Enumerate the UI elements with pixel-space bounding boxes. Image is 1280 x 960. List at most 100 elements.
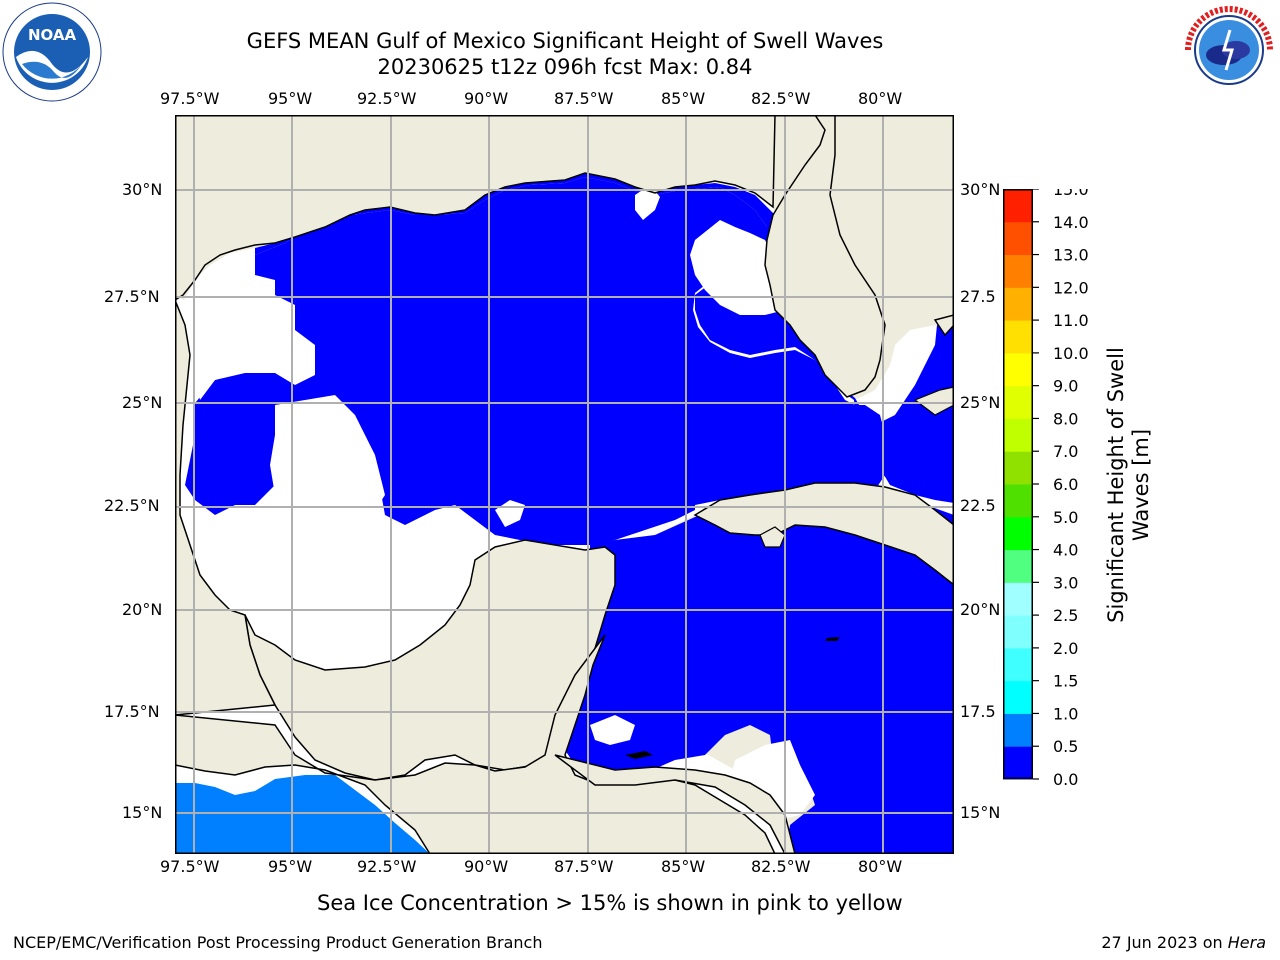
colorbar-segment — [1003, 320, 1033, 354]
colorbar-segment — [1003, 516, 1033, 551]
lon-label-top: 97.5°W — [160, 89, 220, 108]
no-data-west — [185, 280, 295, 400]
lon-label-top: 85°W — [661, 89, 706, 108]
map-subtitle: 20230625 t12z 096h fcst Max: 0.84 — [377, 55, 753, 79]
lon-label-bottom: 97.5°W — [160, 857, 220, 876]
no-data-caribbean-south — [590, 715, 635, 745]
lat-label-right: 27.5 — [960, 287, 996, 306]
lat-label-left: 20°N — [122, 600, 163, 619]
colorbar-segment — [1003, 713, 1033, 747]
colorbar-tick-label: 15.0 — [1053, 189, 1089, 199]
no-data-north-east — [690, 220, 785, 315]
lat-label-left: 30°N — [122, 180, 163, 199]
lat-label-left: 17.5°N — [104, 702, 160, 721]
land-east-edge — [933, 314, 954, 337]
sea-blue-caribbean — [555, 481, 954, 854]
colorbar-tick-label: 6.0 — [1053, 475, 1078, 494]
colorbar-segment — [1003, 680, 1033, 714]
lon-label-top: 92.5°W — [357, 89, 417, 108]
colorbar-tick-label: 5.0 — [1053, 508, 1078, 527]
colorbar-segment — [1003, 221, 1033, 256]
lon-label-bottom: 95°W — [268, 857, 313, 876]
sea-ice-caption: Sea Ice Concentration > 15% is shown in … — [317, 891, 903, 915]
lat-label-right: 15°N — [960, 803, 1001, 822]
colorbar-tick-label: 8.0 — [1053, 409, 1078, 428]
no-data-honduras — [730, 740, 815, 820]
lat-label-left: 27.5°N — [104, 287, 160, 306]
colorbar-segment — [1003, 746, 1033, 780]
colorbar-tick-label: 1.5 — [1053, 672, 1078, 691]
lon-label-bottom: 82.5°W — [751, 857, 811, 876]
colorbar-label-line2: Waves [m] — [1129, 428, 1153, 542]
colorbar-tick-label: 2.5 — [1053, 606, 1078, 625]
colorbar-label-line1: Significant Height of Swell — [1104, 347, 1128, 623]
land-honduras-coast — [554, 754, 796, 854]
no-data-central-west — [270, 395, 385, 513]
colorbar-tick-label: 12.0 — [1053, 278, 1089, 297]
no-data-southwest — [195, 510, 475, 665]
colorbar-tick-label: 14.0 — [1053, 213, 1089, 232]
map-title: GEFS MEAN Gulf of Mexico Significant Hei… — [246, 29, 884, 53]
colorbar-segment — [1003, 647, 1033, 682]
colorbar-tick-label: 2.0 — [1053, 639, 1078, 658]
land-mexico-coast — [175, 299, 277, 716]
sea-mid-swell — [175, 775, 430, 854]
noaa-logo-text: NOAA — [28, 26, 77, 44]
colorbar-tick-label: 7.0 — [1053, 442, 1078, 461]
colorbar-segment — [1003, 385, 1033, 419]
map-frame — [175, 115, 954, 854]
land-yucatan — [244, 539, 616, 781]
footer-date: 27 Jun 2023 on — [1101, 933, 1228, 952]
colorbar-border — [1003, 189, 1033, 779]
lat-label-left: 22.5°N — [104, 496, 160, 515]
footer-right: 27 Jun 2023 on Hera — [1101, 933, 1266, 952]
lat-label-right: 20°N — [960, 600, 1001, 619]
colorbar-tick-label: 4.0 — [1053, 541, 1078, 560]
land-mexico-west — [175, 115, 776, 301]
land-cayman — [825, 637, 840, 641]
graticule — [175, 115, 954, 854]
colorbar-tick-label: 11.0 — [1053, 311, 1089, 330]
colorbar-segment — [1003, 615, 1033, 649]
nws-logo — [1178, 0, 1280, 100]
lat-label-right: 30°N — [960, 180, 1001, 199]
land-isle-youth — [759, 526, 786, 548]
colorbar-tick-label: 3.0 — [1053, 573, 1078, 592]
colorbar: 0.0 0.5 1.0 1.5 2.0 2.5 3.0 4.0 5.0 6.0 7.0 8.0 9.0 1… — [1003, 180, 1133, 789]
lat-label-left: 15°N — [122, 803, 163, 822]
lat-label-left: 25°N — [122, 393, 163, 412]
lon-label-top: 95°W — [268, 89, 313, 108]
colorbar-segment — [1003, 484, 1033, 518]
colorbar-tick-label: 0.5 — [1053, 737, 1078, 756]
land-bahamas — [913, 386, 954, 416]
lon-label-bottom: 85°W — [661, 857, 706, 876]
lat-label-right: 22.5 — [960, 496, 996, 515]
colorbar-tick-label: 1.0 — [1053, 704, 1078, 723]
colorbar-segment — [1003, 189, 1033, 223]
colorbar-segment — [1003, 582, 1033, 616]
footer-left: NCEP/EMC/Verification Post Processing Pr… — [13, 933, 543, 952]
lon-label-top: 82.5°W — [751, 89, 811, 108]
colorbar-segment — [1003, 451, 1033, 485]
lat-label-right: 17.5 — [960, 702, 996, 721]
map-border — [175, 115, 954, 854]
lat-label-right: 25°N — [960, 393, 1001, 412]
colorbar-tick-label: 0.0 — [1053, 770, 1078, 789]
lon-label-top: 80°W — [858, 89, 903, 108]
land-swan — [625, 751, 653, 759]
colorbar-tick-label: 13.0 — [1053, 246, 1089, 265]
colorbar-segment — [1003, 549, 1033, 583]
lon-label-bottom: 87.5°W — [554, 857, 614, 876]
colorbar-tick-label: 10.0 — [1053, 344, 1089, 363]
footer-host: Hera — [1227, 933, 1266, 952]
colorbar-segment — [1003, 287, 1033, 321]
lon-label-bottom: 80°W — [858, 857, 903, 876]
lon-label-top: 90°W — [464, 89, 509, 108]
colorbar-segment — [1003, 418, 1033, 452]
colorbar-tick-label: 9.0 — [1053, 377, 1078, 396]
lon-label-bottom: 92.5°W — [357, 857, 417, 876]
colorbar-segment — [1003, 352, 1033, 387]
no-data-north-mid — [635, 185, 660, 220]
land-florida — [764, 115, 886, 398]
colorbar-segment — [1003, 254, 1033, 288]
